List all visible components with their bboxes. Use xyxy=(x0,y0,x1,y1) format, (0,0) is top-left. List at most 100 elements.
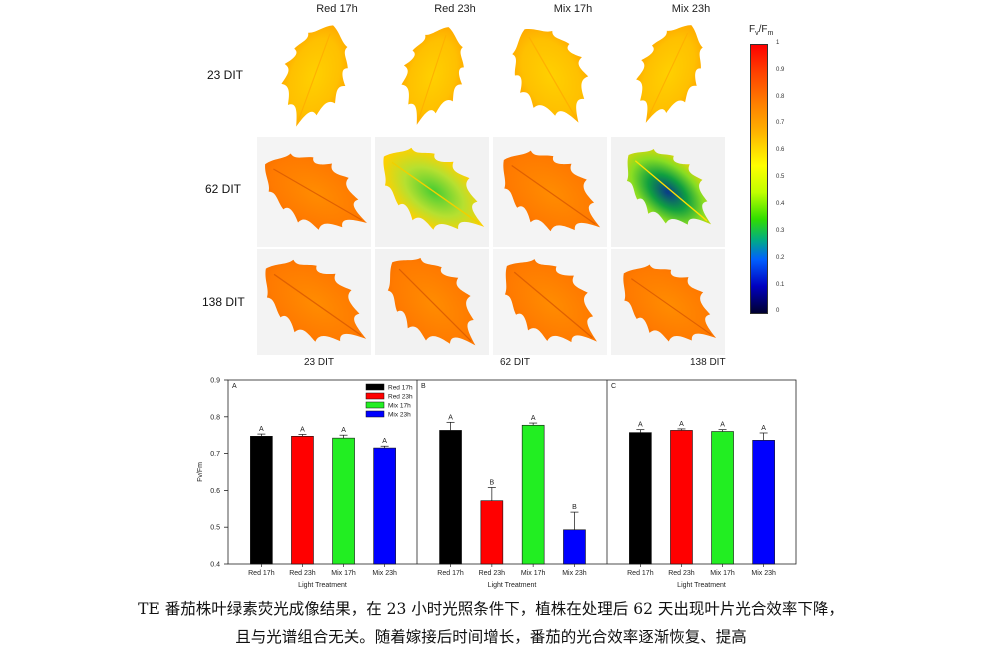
significance-letter: A xyxy=(679,421,684,428)
bottom-label: 23 DIT xyxy=(304,357,335,368)
y-axis-title: Fv/Fm xyxy=(197,462,204,482)
y-tick-label: 0.6 xyxy=(210,488,220,495)
colorbar xyxy=(750,44,768,314)
bar xyxy=(291,436,314,565)
leaf-red23h-23dit xyxy=(387,17,478,135)
significance-letter: A xyxy=(448,414,453,421)
bar xyxy=(711,431,734,565)
significance-letter: B xyxy=(572,504,577,511)
colorbar-tick: 0.5 xyxy=(776,174,785,180)
leaf-mix17h-23dit xyxy=(493,15,610,141)
bar-chart: 0.4 0.5 0.6 0.7 0.8 0.9 Fv/Fm A Light Treatmen… xyxy=(197,378,797,589)
legend-label: Mix 23h xyxy=(388,412,411,419)
x-tick-label: Mix 23h xyxy=(372,570,397,577)
leaf-mix17h-62dit xyxy=(483,130,621,257)
colorbar-tick: 0.4 xyxy=(776,201,785,207)
bar xyxy=(250,436,273,565)
significance-letter: B xyxy=(490,479,495,486)
leaf-mix17h-138dit xyxy=(483,238,620,360)
leaf-red17h-23dit xyxy=(265,15,364,138)
colorbar-tick: 0.8 xyxy=(776,94,785,100)
row-label: 62 DIT xyxy=(205,182,242,196)
x-axis-title: Light Treatment xyxy=(677,582,726,589)
caption-line-2: 且与光谱组合无关。随着嫁接后时间增长，番茄的光合效率逐渐恢复、提高 xyxy=(235,628,747,646)
colorbar-tick: 0.2 xyxy=(776,255,785,261)
colorbar-tick: 0.1 xyxy=(776,282,785,288)
x-tick-label: Red 17h xyxy=(437,570,464,577)
legend-swatch xyxy=(365,383,385,391)
legend-swatch xyxy=(365,410,385,418)
colorbar-tick: 1 xyxy=(776,40,780,46)
x-tick-label: Red 23h xyxy=(668,570,695,577)
caption-line-1: TE 番茄株叶绿素荧光成像结果，在 23 小时光照条件下，植株在处理后 62 天… xyxy=(138,600,844,618)
y-tick-label: 0.8 xyxy=(210,414,220,421)
significance-letter: A xyxy=(720,422,725,429)
significance-letter: A xyxy=(761,425,766,432)
bar-series: A Light Treatment A Red 17h A Red 23h A Mix 17h… xyxy=(232,383,776,589)
y-tick-label: 0.5 xyxy=(210,525,220,532)
bar xyxy=(629,432,652,565)
row-label: 23 DIT xyxy=(207,68,244,82)
leaf-red23h-62dit xyxy=(363,127,505,257)
x-axis-title: Light Treatment xyxy=(298,582,347,589)
x-tick-label: Mix 17h xyxy=(331,570,356,577)
significance-letter: A xyxy=(638,422,643,429)
x-tick-label: Mix 17h xyxy=(710,570,735,577)
colorbar-tick: 0 xyxy=(776,308,780,314)
x-axis-title: Light Treatment xyxy=(488,582,537,589)
bar xyxy=(563,529,586,565)
colorbar-tick: 0.6 xyxy=(776,147,785,153)
leaf-image-grid xyxy=(255,15,736,360)
x-tick-label: Red 23h xyxy=(289,570,316,577)
leaf-mix23h-138dit xyxy=(604,245,736,360)
panel-label: A xyxy=(232,383,237,390)
legend: Red 17h Red 23h Mix 17h Mix 23h xyxy=(365,383,413,419)
leaf-mix23h-62dit xyxy=(607,130,732,250)
leaf-red17h-62dit xyxy=(255,134,384,253)
y-tick-label: 0.7 xyxy=(210,451,220,458)
colorbar-title: Fv/Fm xyxy=(749,24,774,37)
legend-swatch xyxy=(365,392,385,400)
bar xyxy=(480,500,504,565)
row-label: 138 DIT xyxy=(202,295,245,309)
bar xyxy=(373,447,396,565)
leaf-mix23h-23dit xyxy=(618,15,720,136)
plot-frame xyxy=(227,379,797,565)
bottom-label: 138 DIT xyxy=(690,357,726,368)
colorbar-tick: 0.9 xyxy=(776,67,785,73)
legend-swatch xyxy=(365,401,385,409)
column-title: Red 23h xyxy=(434,3,476,15)
x-tick-label: Mix 23h xyxy=(562,570,587,577)
legend-label: Mix 17h xyxy=(388,403,411,410)
significance-letter: A xyxy=(341,427,346,434)
column-title: Red 17h xyxy=(316,3,358,15)
x-tick-label: Mix 17h xyxy=(521,570,546,577)
x-tick-label: Red 23h xyxy=(479,570,506,577)
bar xyxy=(521,424,545,565)
panel-label: C xyxy=(611,383,616,390)
y-tick-label: 0.4 xyxy=(210,562,220,569)
panel-label: B xyxy=(421,383,426,390)
bar xyxy=(439,430,462,565)
y-tick-label: 0.9 xyxy=(210,378,220,385)
significance-letter: A xyxy=(300,426,305,433)
x-tick-label: Mix 23h xyxy=(751,570,776,577)
legend-label: Red 23h xyxy=(388,394,413,401)
leaf-red17h-138dit xyxy=(255,239,387,360)
significance-letter: A xyxy=(531,415,536,422)
column-title: Mix 17h xyxy=(553,3,593,15)
x-tick-label: Red 17h xyxy=(248,570,275,577)
significance-letter: A xyxy=(382,438,387,445)
colorbar-tick: 0.3 xyxy=(776,228,785,234)
legend-label: Red 17h xyxy=(388,385,413,392)
leaf-red23h-138dit xyxy=(367,237,501,360)
x-tick-label: Red 17h xyxy=(627,570,654,577)
column-title: Mix 23h xyxy=(671,3,711,15)
bar xyxy=(332,437,355,565)
significance-letter: A xyxy=(259,426,264,433)
y-axis: 0.4 0.5 0.6 0.7 0.8 0.9 xyxy=(210,378,228,569)
colorbar-tick: 0.7 xyxy=(776,120,785,126)
bar xyxy=(670,430,693,565)
bar xyxy=(752,440,775,565)
bottom-label: 62 DIT xyxy=(500,357,531,368)
